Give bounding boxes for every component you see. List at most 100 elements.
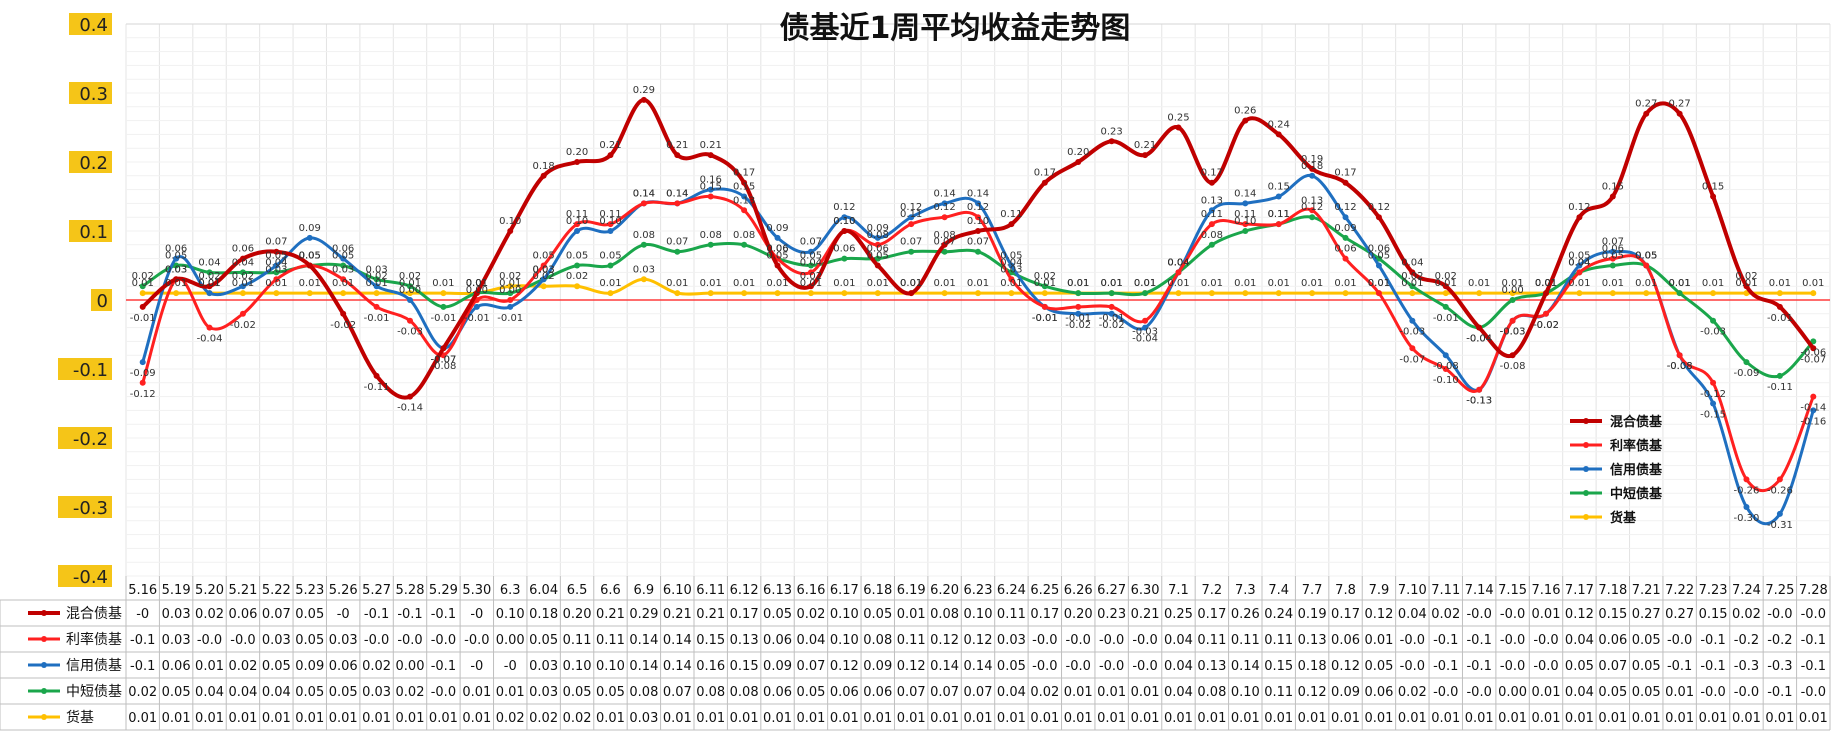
table-cell: 0.13 — [730, 633, 759, 648]
data-label: 0.14 — [633, 188, 655, 199]
table-cell: 0.01 — [1197, 711, 1226, 726]
data-label: 0.08 — [633, 230, 655, 241]
x-tick-label: 7.15 — [1498, 583, 1527, 598]
data-point — [1075, 290, 1082, 297]
table-row-name: 信用债基 — [66, 657, 122, 674]
data-label: 0.01 — [1602, 278, 1624, 289]
data-label: 0.08 — [700, 230, 722, 241]
data-point — [206, 290, 213, 297]
table-cell: 0.01 — [1632, 711, 1661, 726]
table-cell: 0.01 — [1498, 711, 1527, 726]
data-point — [239, 310, 246, 317]
x-tick-label: 6.11 — [696, 583, 725, 598]
table-cell: -0 — [337, 607, 350, 622]
table-cell: 0.08 — [863, 633, 892, 648]
table-cell: 0.07 — [1598, 659, 1627, 674]
table-cell: 0.01 — [1331, 711, 1360, 726]
data-label: 0.04 — [265, 257, 287, 268]
table-cell: -0 — [470, 659, 483, 674]
table-row-name: 货基 — [66, 709, 94, 726]
data-label: 0.01 — [499, 278, 521, 289]
data-label: 0.17 — [1334, 168, 1356, 179]
table-cell: 0.01 — [1298, 711, 1327, 726]
table-cell: 0.06 — [1331, 633, 1360, 648]
data-point — [1710, 290, 1717, 297]
data-point — [1509, 317, 1516, 324]
table-cell: 0.15 — [696, 633, 725, 648]
table-cell: 0.19 — [1298, 607, 1327, 622]
table-row-name: 中短债基 — [66, 683, 122, 700]
data-label: 0.17 — [733, 168, 755, 179]
data-label: -0.08 — [1667, 361, 1693, 372]
data-point — [306, 234, 313, 241]
data-point — [1208, 221, 1215, 228]
data-label: 0.10 — [599, 216, 621, 227]
data-point — [1008, 269, 1015, 276]
table-cell: -0.0 — [1466, 607, 1491, 622]
data-point — [1175, 269, 1182, 276]
data-point — [306, 290, 313, 297]
data-label: -0.01 — [1099, 313, 1125, 324]
table-cell: 0.01 — [964, 711, 993, 726]
data-label: 0.01 — [900, 278, 922, 289]
data-point — [206, 283, 213, 290]
data-point — [1275, 131, 1282, 138]
data-label: 0.01 — [1635, 278, 1657, 289]
table-cell: 0.03 — [162, 633, 191, 648]
data-point — [941, 200, 948, 207]
data-label: 0.16 — [700, 175, 722, 186]
table-cell: -0.1 — [397, 607, 422, 622]
data-point — [707, 290, 714, 297]
table-cell: 0.14 — [930, 659, 959, 674]
data-point — [239, 283, 246, 290]
data-label: 0.01 — [1334, 278, 1356, 289]
data-point — [1375, 262, 1382, 269]
data-point — [507, 283, 514, 290]
data-point — [874, 234, 881, 241]
table-cell: 0.09 — [763, 659, 792, 674]
data-point — [674, 290, 681, 297]
table-cell: -0.1 — [1667, 659, 1692, 674]
data-label: 0.04 — [1167, 257, 1189, 268]
table-cell: 0.02 — [195, 607, 224, 622]
data-point — [975, 228, 981, 234]
data-point — [941, 214, 948, 221]
table-cell: 0.04 — [1164, 659, 1193, 674]
table-cell: 0.15 — [730, 659, 759, 674]
table-cell: 0.01 — [396, 711, 425, 726]
data-label: 0.14 — [967, 188, 989, 199]
data-label: 0.01 — [1134, 278, 1156, 289]
x-tick-label: 7.1 — [1168, 583, 1189, 598]
table-cell: -0.0 — [1500, 633, 1525, 648]
data-point — [1208, 241, 1215, 248]
table-cell: 0.06 — [863, 685, 892, 700]
data-point — [1710, 400, 1717, 407]
data-label: 0.05 — [867, 251, 889, 262]
data-label: -0.12 — [1700, 389, 1726, 400]
table-cell: 0.01 — [1064, 685, 1093, 700]
data-label: 0.09 — [766, 223, 788, 234]
data-point — [1309, 290, 1316, 297]
data-label: 0.01 — [833, 278, 855, 289]
data-point — [674, 152, 681, 159]
table-cell: 0.03 — [629, 711, 658, 726]
data-label: 0.11 — [1268, 209, 1290, 220]
data-point — [1509, 297, 1516, 303]
data-label: 0.01 — [399, 278, 421, 289]
table-cell: 0.00 — [1498, 685, 1527, 700]
data-label: 0.11 — [599, 209, 621, 220]
x-tick-label: 6.13 — [763, 583, 792, 598]
y-tick-highlight — [69, 13, 112, 35]
table-cell: 0.09 — [863, 659, 892, 674]
data-point — [1609, 290, 1616, 297]
x-tick-label: 7.25 — [1765, 583, 1794, 598]
data-point — [1776, 372, 1783, 379]
data-point — [340, 255, 347, 262]
data-point — [1743, 476, 1750, 483]
y-tick-highlight — [58, 565, 112, 587]
y-tick-highlight — [91, 289, 112, 311]
data-label: -0.01 — [364, 313, 390, 324]
data-point — [1342, 214, 1349, 221]
data-point — [173, 255, 180, 262]
table-row-marker — [41, 714, 47, 720]
